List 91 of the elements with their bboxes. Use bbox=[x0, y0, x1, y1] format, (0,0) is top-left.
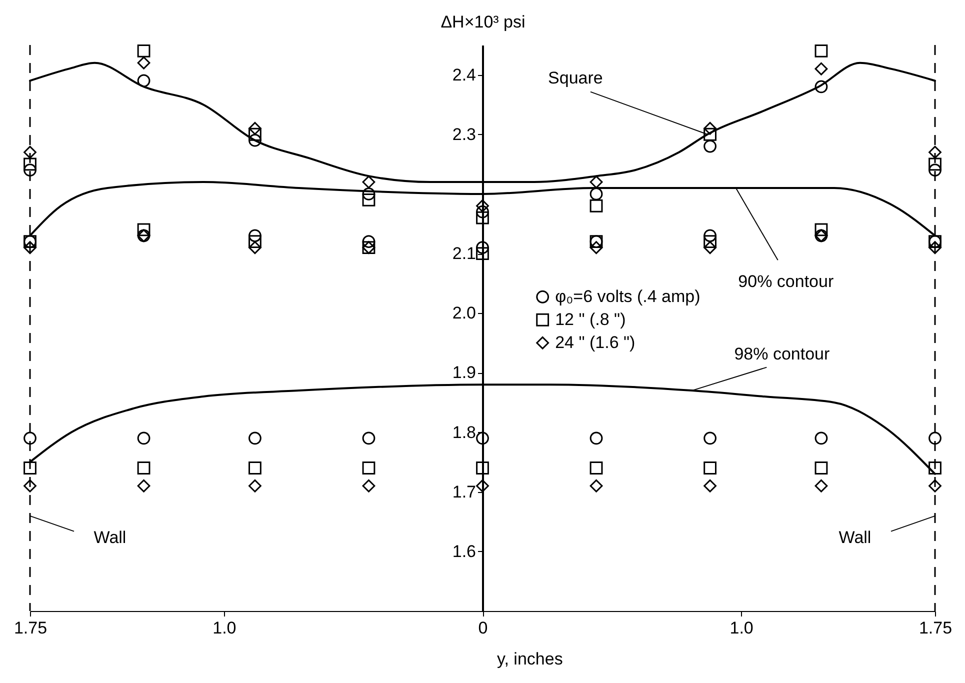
legend-label: 12 " (.8 ") bbox=[555, 310, 626, 329]
point bbox=[248, 134, 262, 147]
point bbox=[137, 479, 150, 492]
point bbox=[476, 211, 489, 224]
point bbox=[362, 176, 376, 188]
annotation: 90% contour bbox=[738, 272, 834, 291]
point bbox=[248, 122, 262, 135]
point bbox=[928, 462, 942, 474]
y-tick-label: 2.4 bbox=[452, 65, 476, 84]
point bbox=[137, 462, 150, 474]
point bbox=[248, 229, 262, 242]
point bbox=[928, 158, 942, 171]
y-tick-label: 2.0 bbox=[452, 304, 476, 323]
annotation: Square bbox=[548, 68, 603, 88]
y-tick-label: 1.7 bbox=[452, 482, 476, 502]
point bbox=[24, 146, 36, 159]
point bbox=[476, 205, 489, 218]
point bbox=[590, 462, 603, 474]
ref-line-label: Wall bbox=[94, 528, 126, 547]
point bbox=[476, 199, 489, 212]
point bbox=[248, 241, 262, 254]
x-tick-label: 1.0 bbox=[730, 618, 754, 638]
point bbox=[476, 432, 489, 445]
point bbox=[248, 462, 262, 474]
point bbox=[248, 479, 262, 492]
point bbox=[814, 80, 828, 94]
y-tick-label: 1.8 bbox=[452, 422, 476, 442]
point bbox=[814, 479, 828, 492]
point bbox=[704, 140, 716, 153]
point bbox=[928, 146, 942, 159]
point bbox=[704, 128, 716, 141]
point bbox=[24, 241, 36, 254]
point bbox=[590, 432, 603, 445]
x-tick-label: 0 bbox=[478, 618, 488, 638]
point bbox=[814, 223, 828, 236]
point bbox=[476, 247, 489, 260]
y-tick-label: 2.1 bbox=[452, 244, 476, 264]
point bbox=[590, 479, 603, 492]
point bbox=[928, 479, 942, 492]
y-axis-title: ΔH×10³ psi bbox=[440, 12, 526, 32]
legend-label: φ₀=6 volts (.4 amp) bbox=[555, 286, 700, 306]
point bbox=[24, 158, 36, 171]
point bbox=[24, 462, 36, 474]
point bbox=[137, 432, 150, 445]
point bbox=[137, 44, 150, 58]
point bbox=[362, 235, 376, 248]
point bbox=[814, 432, 828, 445]
point bbox=[362, 462, 376, 474]
x-tick-label: 1.75 bbox=[14, 618, 48, 638]
point bbox=[590, 176, 603, 188]
point bbox=[137, 74, 150, 88]
point bbox=[928, 164, 942, 177]
x-tick-label: 1.75 bbox=[918, 618, 952, 638]
point bbox=[476, 479, 489, 492]
point bbox=[362, 188, 376, 200]
point bbox=[704, 241, 716, 254]
point bbox=[137, 56, 150, 70]
point bbox=[248, 128, 262, 141]
point bbox=[704, 235, 716, 248]
point bbox=[590, 188, 603, 200]
point bbox=[814, 44, 828, 58]
point bbox=[704, 229, 716, 242]
point bbox=[362, 479, 376, 492]
ref-line-label: Wall bbox=[838, 528, 872, 547]
point bbox=[814, 462, 828, 474]
legend-label: 24 " (1.6 ") bbox=[555, 332, 636, 352]
point bbox=[928, 241, 942, 254]
point bbox=[24, 432, 36, 445]
point bbox=[928, 432, 942, 445]
point bbox=[704, 432, 716, 445]
point bbox=[248, 235, 262, 248]
y-tick-label: 1.9 bbox=[452, 363, 476, 382]
point bbox=[814, 62, 828, 76]
x-tick-label: 1.0 bbox=[212, 618, 236, 638]
x-axis-title: y, inches bbox=[497, 650, 563, 668]
point bbox=[704, 479, 716, 492]
point bbox=[362, 432, 376, 445]
point bbox=[476, 462, 489, 474]
point bbox=[362, 193, 376, 206]
point bbox=[590, 241, 603, 254]
point bbox=[704, 122, 716, 135]
point bbox=[24, 479, 36, 492]
y-tick-label: 1.6 bbox=[452, 542, 476, 561]
point bbox=[248, 432, 262, 445]
point bbox=[24, 164, 36, 177]
annotation: 98% contour bbox=[734, 344, 830, 364]
point bbox=[476, 241, 489, 254]
point bbox=[137, 223, 150, 236]
y-tick-label: 2.3 bbox=[452, 124, 476, 144]
point bbox=[590, 199, 603, 212]
point bbox=[704, 462, 716, 474]
